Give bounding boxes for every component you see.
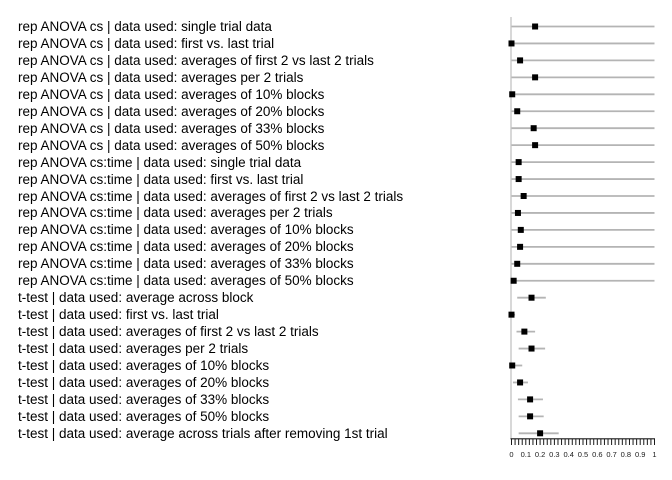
x-axis-tick-label: 1 [652,450,656,459]
row-label: rep ANOVA cs:time | data used: averages … [18,273,354,289]
x-axis-tick-label: 0.6 [592,450,602,459]
x-axis-tick-label: 0.3 [549,450,559,459]
row-label: t-test | data used: averages of 10% bloc… [18,358,270,373]
row-label: rep ANOVA cs:time | data used: averages … [18,256,354,272]
data-point-marker [528,345,535,352]
row-label: t-test | data used: averages per 2 trial… [18,341,249,357]
data-point-marker [530,125,537,132]
x-axis-tick-label: 0.8 [621,450,631,459]
data-point-marker [514,108,521,115]
data-point-marker [508,311,515,318]
data-point-marker [509,362,516,369]
data-point-marker [517,243,524,250]
data-point-marker [517,379,524,386]
row-label: rep ANOVA cs | data used: averages of 50… [18,137,325,153]
data-point-marker [515,159,522,166]
row-label: rep ANOVA cs | data used: single trial d… [18,19,272,34]
data-point-marker [517,57,524,64]
data-point-marker [517,226,524,233]
row-label: rep ANOVA cs:time | data used: averages … [18,205,333,221]
data-point-marker [508,40,515,47]
data-point-marker [515,176,522,183]
x-axis-tick-label: 0.7 [606,450,616,459]
data-point-marker [532,23,539,30]
data-point-marker [528,294,535,301]
row-label: rep ANOVA cs:time | data used: first vs.… [18,171,304,187]
row-label: rep ANOVA cs | data used: averages of 20… [18,103,325,119]
row-label: rep ANOVA cs | data used: averages of fi… [18,52,374,68]
data-point-marker [514,260,521,267]
row-label: rep ANOVA cs:time | data used: single tr… [18,154,302,170]
row-label: t-test | data used: averages of 33% bloc… [18,391,270,407]
row-label: t-test | data used: average across block [18,290,254,306]
row-label: t-test | data used: averages of 50% bloc… [18,408,270,424]
row-label: rep ANOVA cs | data used: first vs. last… [18,35,275,51]
row-label: t-test | data used: average across trial… [18,425,388,441]
data-point-marker [509,91,516,98]
row-label: rep ANOVA cs | data used: averages per 2… [18,69,304,85]
row-label: rep ANOVA cs | data used: averages of 10… [18,86,325,102]
data-point-marker [537,430,544,437]
data-point-marker [532,142,539,149]
data-point-marker [532,74,539,81]
row-label: rep ANOVA cs | data used: averages of 33… [18,120,325,136]
data-point-marker [514,209,521,216]
row-label: rep ANOVA cs:time | data used: averages … [18,222,354,238]
x-axis-tick-label: 0.4 [563,450,573,459]
data-point-marker [521,328,528,335]
row-label: t-test | data used: averages of 20% bloc… [18,374,270,390]
data-point-marker [520,193,527,199]
x-axis-tick-label: 0.9 [635,450,645,459]
data-point-marker [527,413,534,420]
row-label: t-test | data used: averages of first 2 … [18,324,319,340]
data-point-marker [510,277,517,284]
row-label: t-test | data used: first vs. last trial [18,307,219,323]
data-point-marker [527,396,534,403]
row-label: rep ANOVA cs:time | data used: averages … [18,239,354,255]
x-axis-tick-label: 0 [509,450,513,459]
x-axis-tick-label: 0.2 [535,450,545,459]
x-axis-tick-label: 0.1 [521,450,531,459]
row-label: rep ANOVA cs:time | data used: averages … [18,188,404,204]
x-axis-tick-label: 0.5 [578,450,588,459]
